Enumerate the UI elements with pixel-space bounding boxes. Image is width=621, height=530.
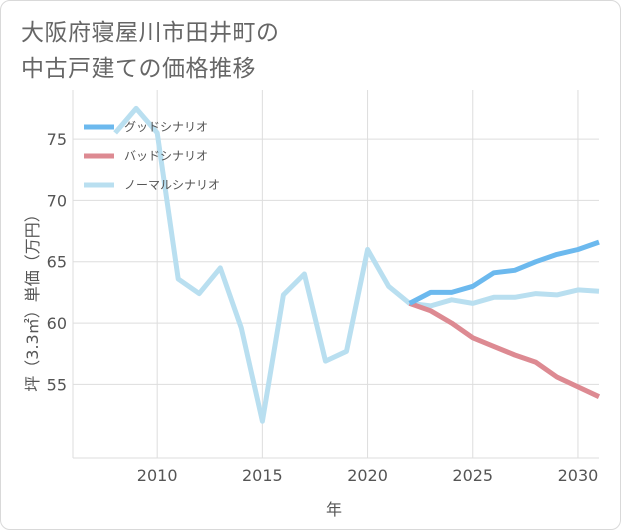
y-tick-label-75: 75 [47,130,67,149]
x-tick-label-2025: 2025 [452,466,493,485]
y-tick-label-55: 55 [47,375,67,394]
title-line-2: 中古戸建ての価格推移 [21,56,256,82]
y-tick-label-65: 65 [47,253,67,272]
chart-title: 大阪府寝屋川市田井町の 中古戸建ての価格推移 [21,15,280,87]
y-axis-label: 坪（3.3㎡）単価（万円） [23,206,42,391]
grid-lines [72,90,599,459]
normal-scenario-legend-label: ノーマルシナリオ [124,178,220,192]
series-lines [113,105,601,424]
y-tick-label-60: 60 [47,314,67,333]
title-line-1: 大阪府寝屋川市田井町の [21,20,280,46]
x-tick-label-2030: 2030 [558,466,599,485]
good-scenario-line [408,239,600,306]
x-axis-label: 年 [326,500,342,519]
y-tick-label-70: 70 [47,191,67,210]
plot-area [73,90,599,458]
bad-scenario-line [408,301,601,399]
good-scenario-legend-label: グッドシナリオ [124,120,208,134]
tick-labels: 2010 2015 2020 2025 2030 55 60 65 70 75 [47,130,599,485]
x-tick-label-2015: 2015 [242,466,283,485]
bad-scenario-legend-label: バッドシナリオ [124,149,208,163]
normal-scenario-line [113,105,600,424]
x-tick-label-2010: 2010 [137,466,178,485]
x-tick-label-2020: 2020 [347,466,388,485]
